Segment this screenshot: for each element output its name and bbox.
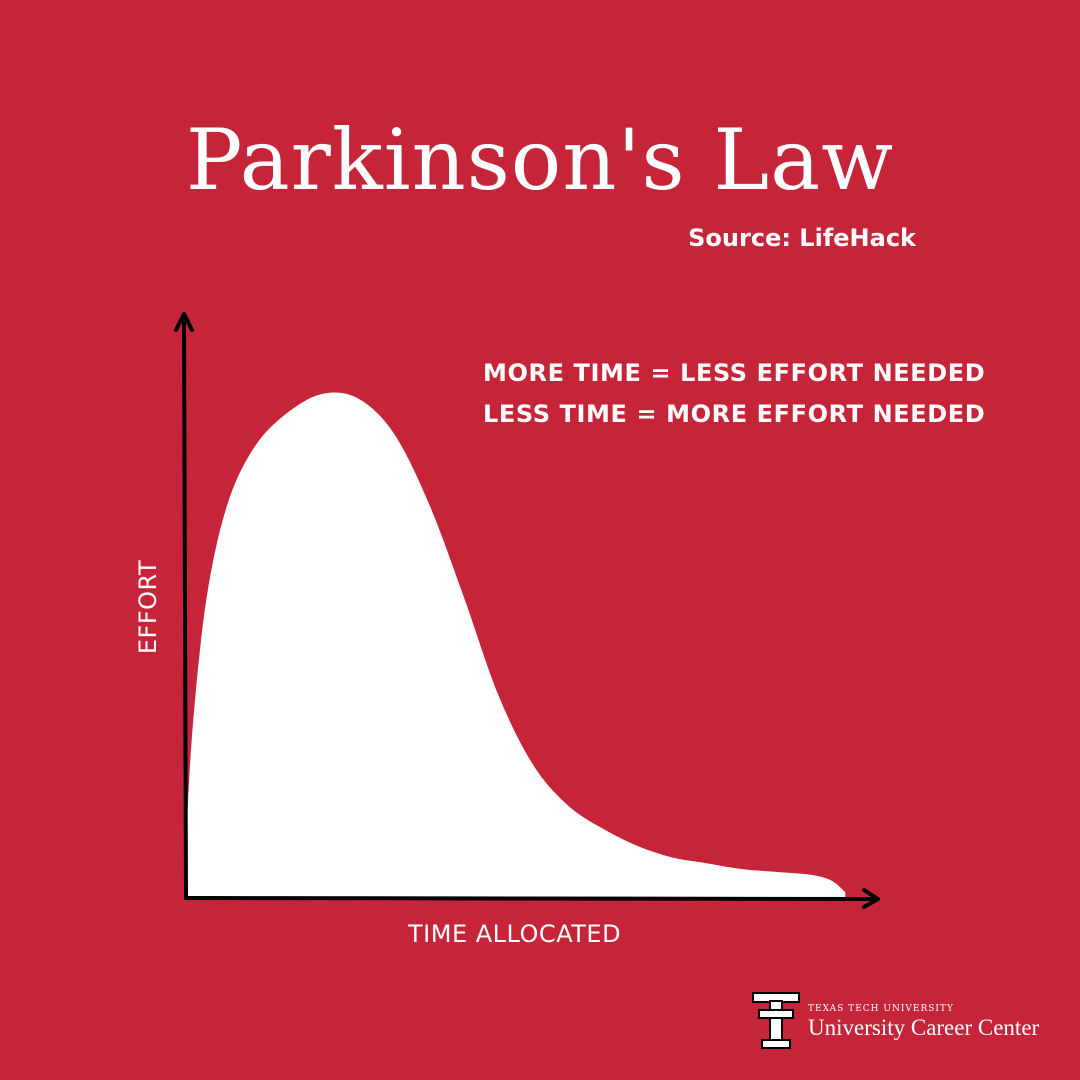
taglines: MORE TIME = LESS EFFORT NEEDED LESS TIME… [483,353,985,435]
x-axis-label: TIME ALLOCATED [408,920,622,948]
university-logo: TEXAS TECH UNIVERSITY University Career … [752,992,1039,1050]
x-axis-line [184,896,874,901]
page-title: Parkinson's Law [185,111,895,209]
tagline-more-time: MORE TIME = LESS EFFORT NEEDED [483,359,986,387]
double-t-icon [752,992,800,1049]
source-credit: Source: LifeHack [688,224,916,252]
logo-university-name: TEXAS TECH UNIVERSITY [808,1004,954,1014]
y-axis-line [182,316,188,900]
tagline-less-time: LESS TIME = MORE EFFORT NEEDED [483,400,986,428]
y-axis-arrowhead [174,312,194,332]
x-axis-arrowhead [862,888,880,909]
y-axis-label: EFFORT [134,559,162,655]
effort-curve [186,392,846,898]
logo-center-name: University Career Center [808,1015,1040,1040]
